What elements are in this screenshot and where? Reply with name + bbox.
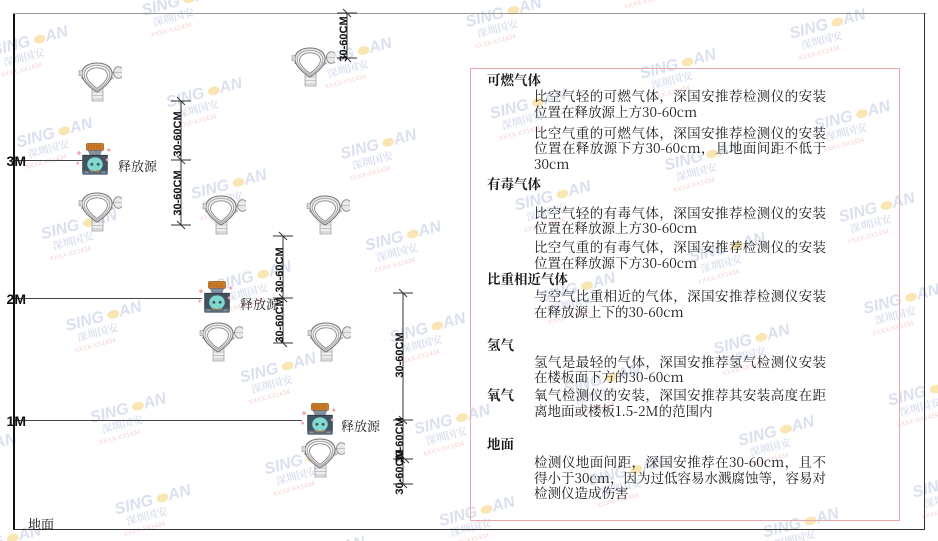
svg-text:30-60CM: 30-60CM	[274, 247, 286, 292]
svg-text:30-60CM: 30-60CM	[172, 170, 184, 215]
svg-text:30-60CM: 30-60CM	[394, 449, 406, 494]
svg-text:30-60CM: 30-60CM	[172, 111, 184, 156]
svg-text:30-60CM: 30-60CM	[338, 16, 350, 61]
svg-text:30-60CM: 30-60CM	[394, 332, 406, 377]
